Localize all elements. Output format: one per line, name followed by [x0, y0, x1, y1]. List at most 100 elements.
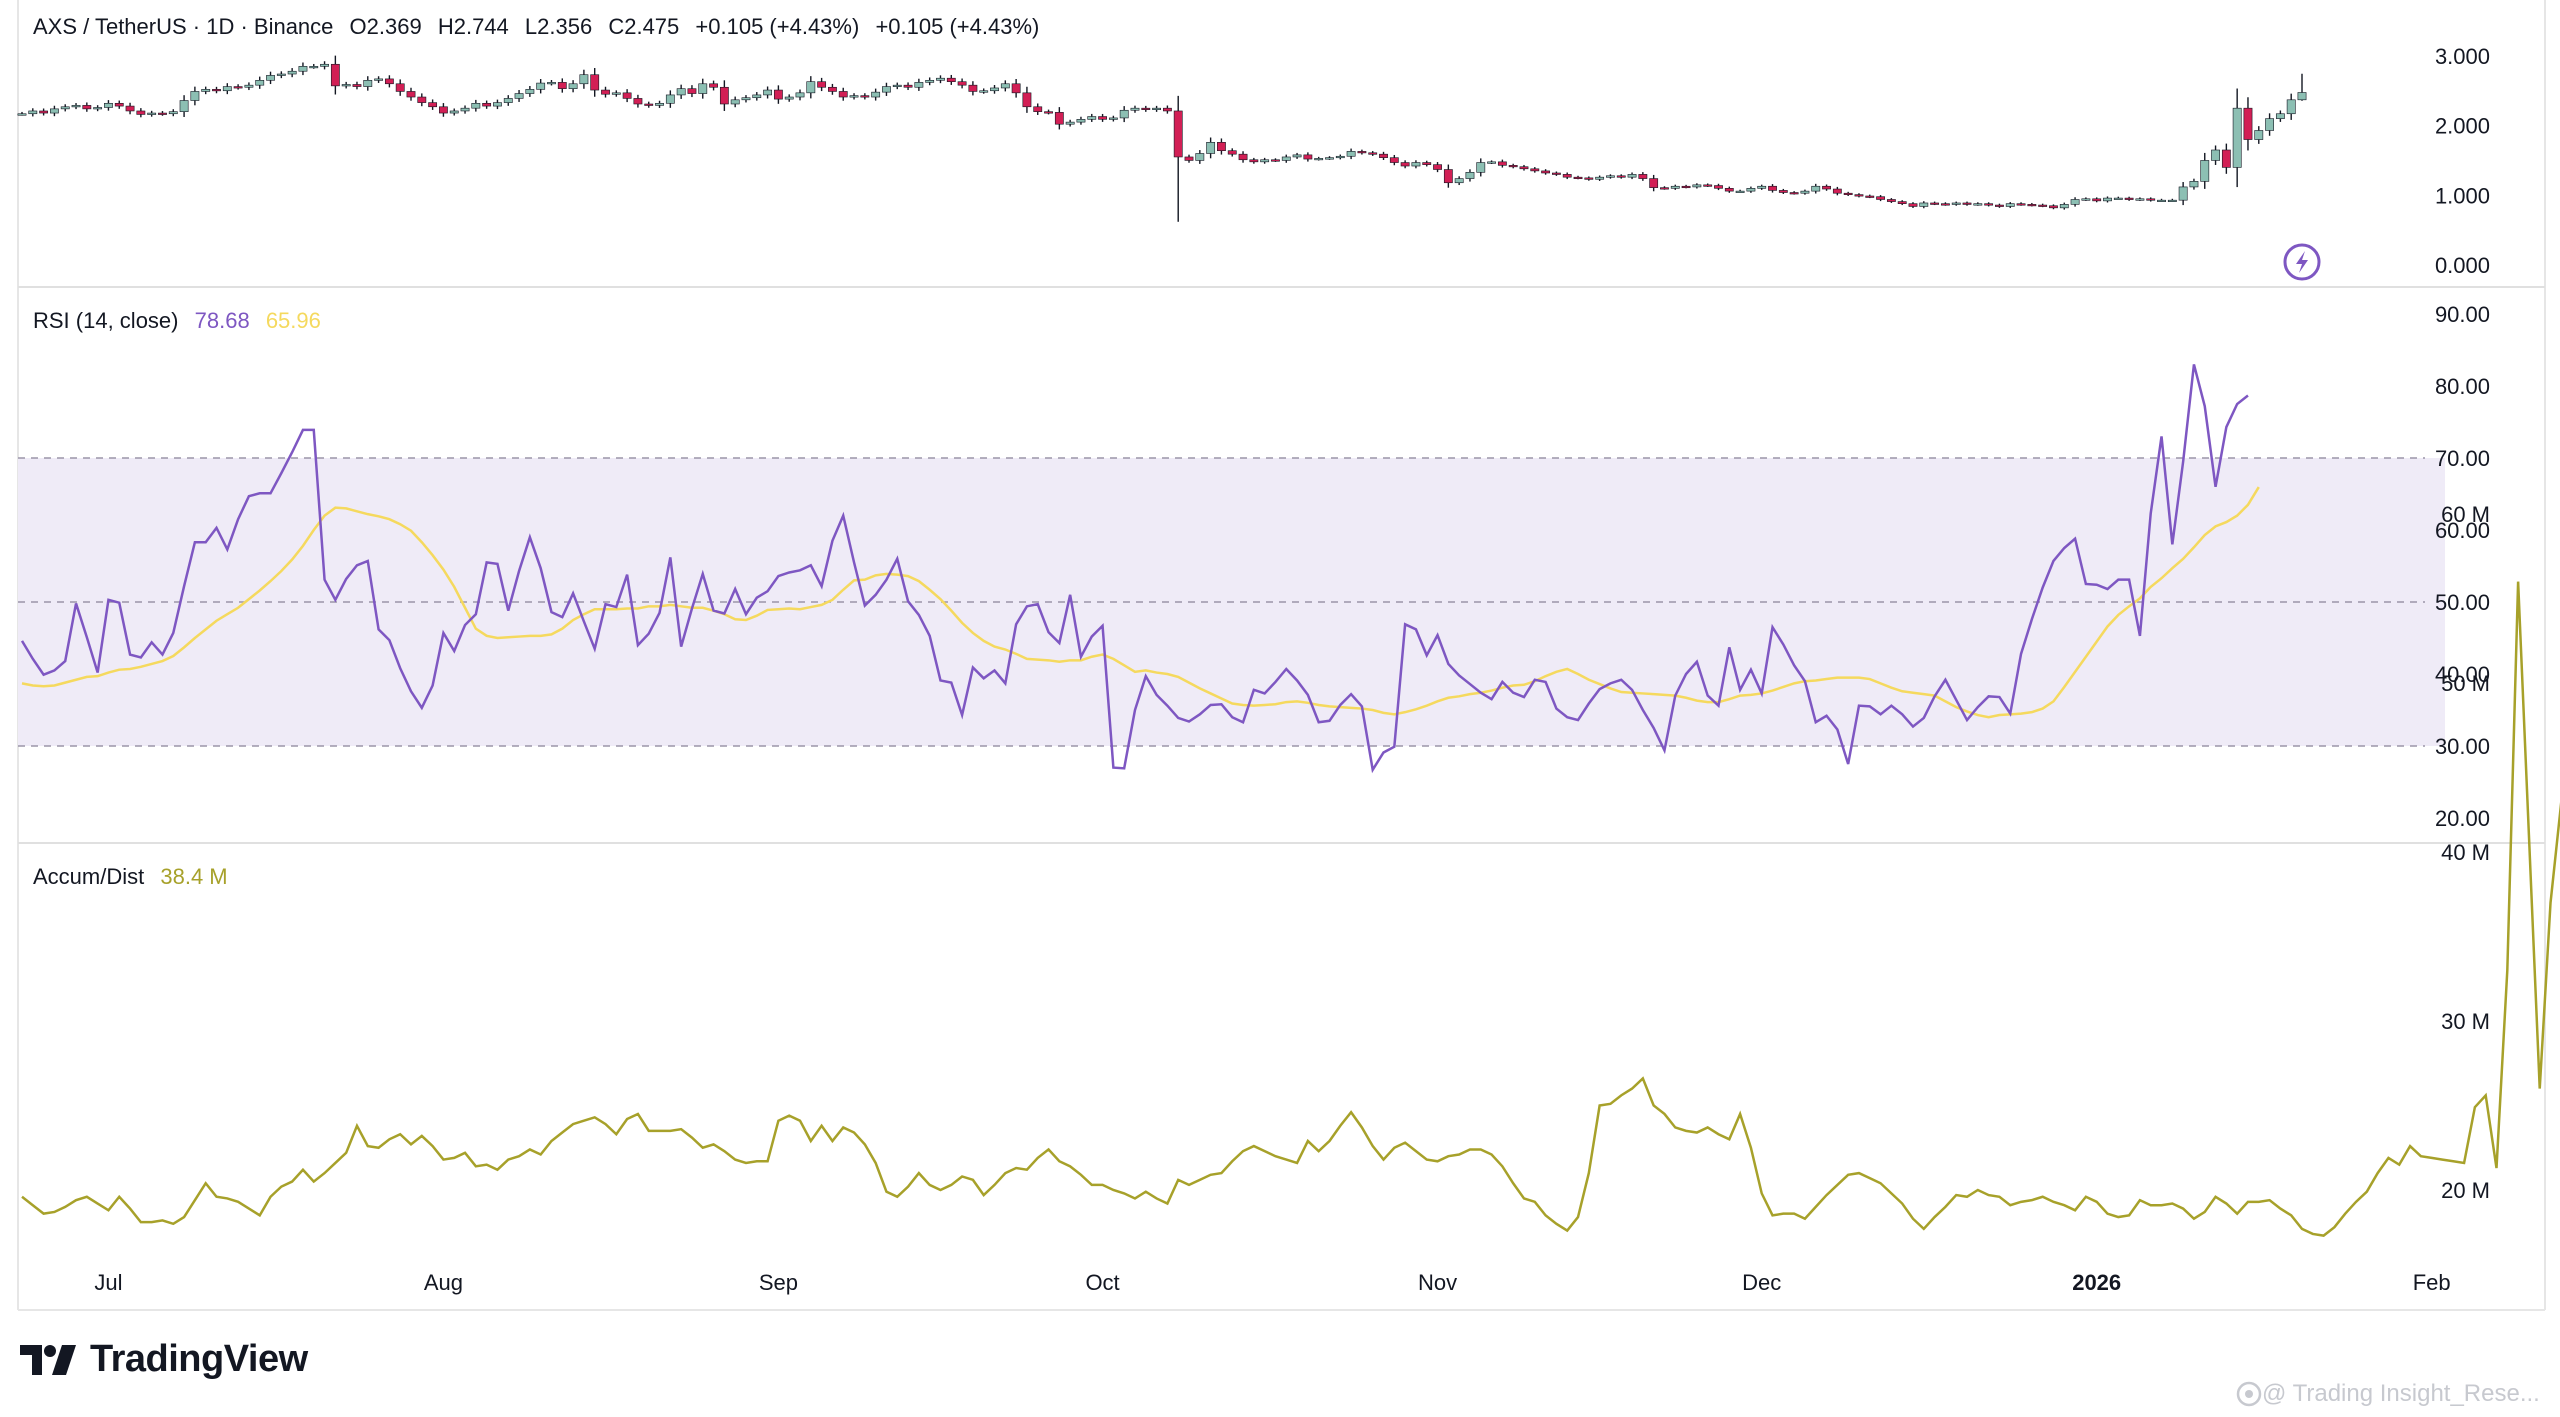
candle-body — [439, 106, 448, 114]
tradingview-brand[interactable]: TradingView — [20, 1338, 308, 1381]
change-value: +0.105 (+4.43%) — [695, 14, 860, 39]
candle-body — [763, 89, 772, 96]
candle-body — [1724, 188, 1734, 192]
candle-body — [1854, 194, 1864, 197]
candle-body — [1768, 185, 1777, 191]
candle-body — [2265, 118, 2274, 131]
candle-body — [568, 83, 578, 89]
candle-body — [1951, 202, 1961, 205]
candle-body — [1703, 184, 1713, 187]
ad-legend: Accum/Dist 38.4 M — [33, 864, 228, 890]
candle-body — [1897, 201, 1907, 204]
candle-body — [1497, 161, 1507, 166]
candle-body — [1843, 192, 1853, 196]
price-legend: AXS / TetherUS · 1D · Binance O2.369 H2.… — [33, 14, 1039, 40]
candle-body — [1822, 185, 1831, 190]
candle-body — [936, 77, 945, 81]
candle-body — [136, 110, 146, 115]
candle-body — [590, 74, 600, 91]
candle-body — [2135, 198, 2145, 201]
candle-body — [1800, 190, 1810, 194]
candle-body — [1141, 107, 1151, 110]
candle-body — [60, 106, 70, 110]
candle-body — [601, 89, 610, 95]
candle-body — [1616, 175, 1626, 178]
open-value: O2.369 — [349, 14, 422, 39]
candle-body — [1206, 142, 1216, 154]
candle-body — [1735, 190, 1745, 193]
candle-body — [514, 93, 524, 99]
candle-body — [773, 89, 783, 100]
tradingview-logo-icon — [20, 1344, 76, 1375]
candle-body — [1541, 170, 1551, 174]
frame — [17, 0, 2546, 1311]
candle-body — [147, 112, 157, 115]
lightning-icon[interactable] — [2283, 243, 2321, 281]
candle-body — [979, 90, 989, 93]
candle-body — [1530, 168, 1540, 172]
candle-body — [50, 108, 59, 114]
ad-label[interactable]: Accum/Dist — [33, 864, 145, 889]
candle-body — [1886, 199, 1896, 202]
candle-body — [1832, 188, 1842, 194]
candle-body — [1919, 202, 1929, 207]
candle-body — [882, 86, 891, 93]
close-value: C2.475 — [608, 14, 680, 39]
candle-body — [1022, 92, 1032, 108]
candle-body — [1433, 164, 1442, 170]
candle-body — [2189, 181, 2199, 188]
candle-body — [2297, 92, 2307, 101]
candle-body — [1573, 176, 1583, 179]
candle-body — [1595, 176, 1605, 180]
candle-body — [892, 84, 902, 87]
x-tick-label: Sep — [759, 1270, 798, 1295]
candle-body — [2200, 160, 2210, 182]
candle-body — [395, 83, 405, 92]
candle-body — [493, 102, 502, 107]
candle-body — [1173, 110, 1183, 158]
candle-body — [795, 92, 805, 98]
candle-body — [1519, 166, 1529, 170]
candle-body — [557, 82, 567, 89]
rsi-tick-label: 20.00 — [2435, 806, 2490, 831]
candle-body — [2081, 198, 2091, 201]
candle-body — [2038, 204, 2048, 207]
candle-body — [384, 78, 394, 85]
candle-body — [1162, 107, 1172, 112]
candle-body — [2232, 107, 2242, 168]
candle-body — [1314, 158, 1324, 161]
rsi-tick-label: 40.00 — [2435, 662, 2490, 687]
candle-body — [1357, 151, 1367, 154]
price-pane — [17, 55, 2307, 222]
watermark-icon — [2236, 1381, 2262, 1407]
candle-body — [298, 66, 308, 72]
rsi-label[interactable]: RSI (14, close) — [33, 308, 179, 333]
candle-body — [374, 78, 383, 81]
candle-body — [1281, 156, 1291, 161]
candle-body — [1670, 185, 1680, 189]
candle-body — [287, 70, 297, 75]
price-tick-label: 0.000 — [2435, 253, 2490, 278]
candle-body — [39, 110, 49, 114]
symbol-title[interactable]: AXS / TetherUS · 1D · Binance — [33, 14, 334, 39]
rsi-tick-label: 50.00 — [2435, 590, 2490, 615]
candle-body — [1454, 178, 1464, 184]
high-value: H2.744 — [437, 14, 509, 39]
candle-body — [849, 95, 859, 98]
candle-body — [276, 73, 286, 76]
candle-body — [233, 86, 243, 89]
x-tick-label: Jul — [94, 1270, 122, 1295]
candle-body — [946, 77, 956, 82]
candle-body — [1130, 107, 1140, 111]
candle-body — [1098, 116, 1107, 120]
candle-body — [579, 74, 589, 85]
candle-body — [784, 96, 794, 100]
candle-body — [1108, 117, 1118, 120]
chart-area[interactable]: 3.000 2.000 1.000 0.000 90.00 80.00 70.00 60.00… — [0, 0, 2560, 1330]
x-tick-label: Oct — [1085, 1270, 1119, 1295]
candle-body — [1789, 192, 1799, 195]
candle-body — [1000, 83, 1010, 89]
x-tick-label: Aug — [424, 1270, 463, 1295]
rsi-tick-label: 30.00 — [2435, 734, 2490, 759]
candle-body — [1379, 153, 1388, 158]
